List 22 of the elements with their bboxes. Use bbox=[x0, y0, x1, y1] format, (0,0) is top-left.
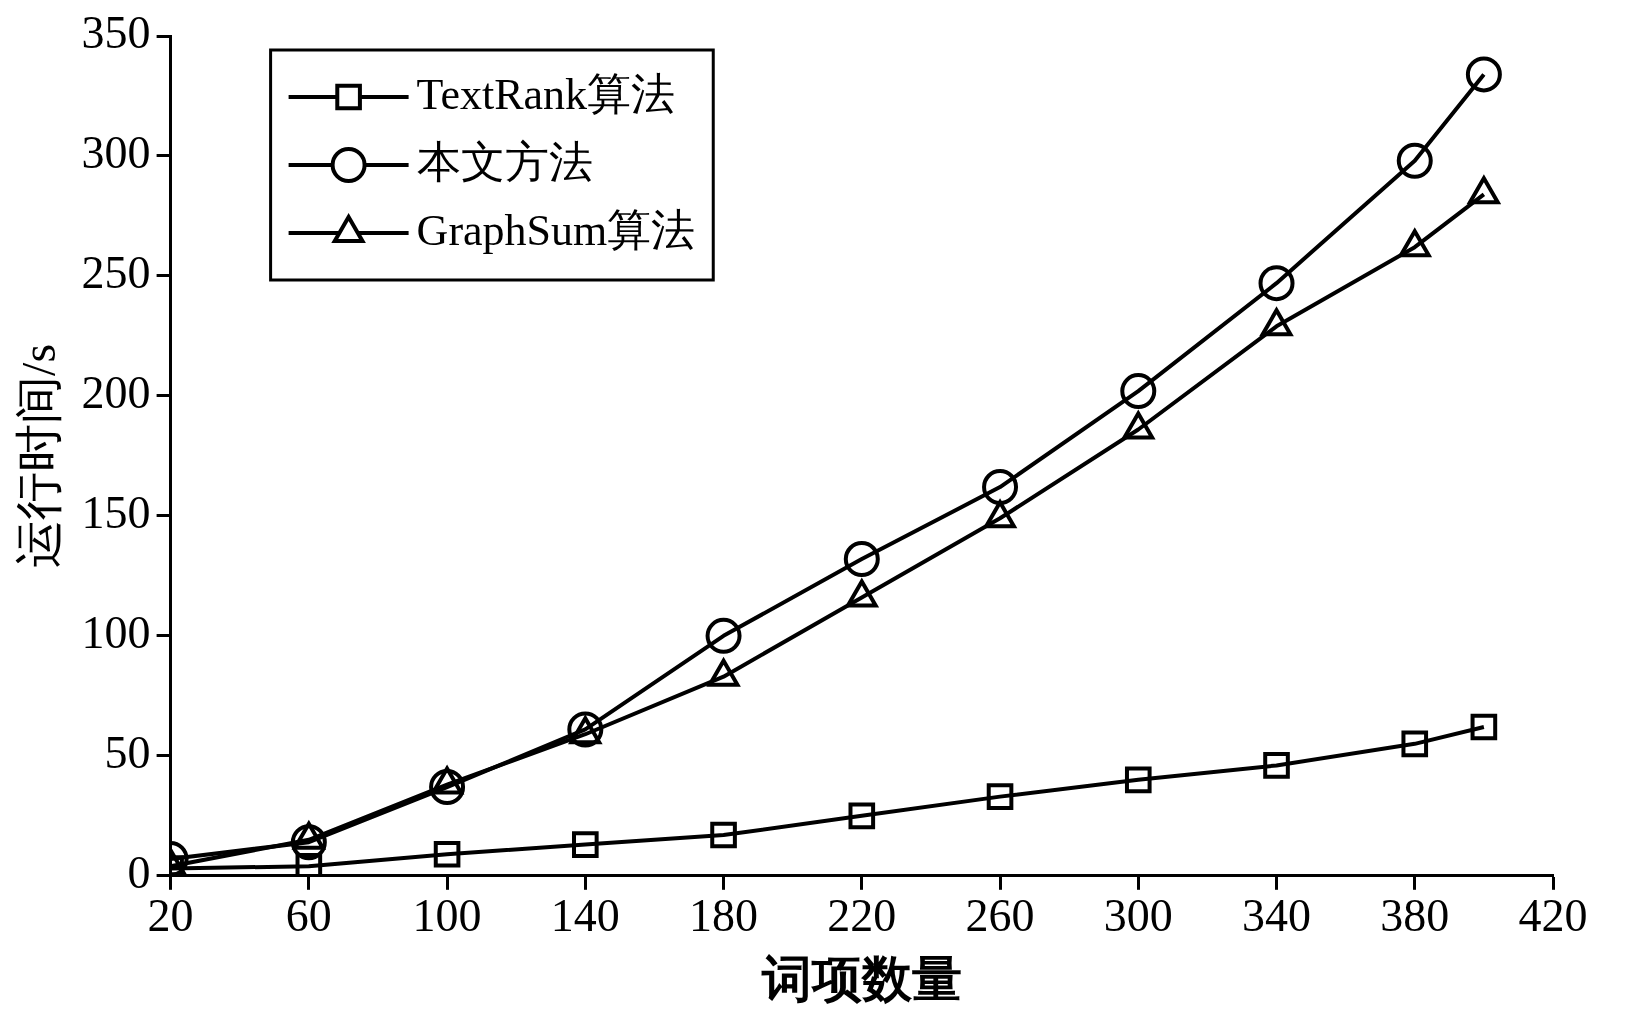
x-tick-label: 220 bbox=[827, 890, 897, 942]
legend-label: GraphSum算法 bbox=[416, 205, 696, 255]
y-tick-label: 200 bbox=[81, 366, 151, 418]
y-tick-label: 350 bbox=[81, 7, 151, 59]
x-tick-label: 300 bbox=[1103, 890, 1173, 942]
x-tick-label: 100 bbox=[412, 890, 482, 942]
x-tick-label: 140 bbox=[550, 890, 620, 942]
y-tick-label: 150 bbox=[81, 486, 151, 538]
y-axis-title: 运行时间/s bbox=[12, 343, 66, 568]
x-axis-title: 词项数量 bbox=[760, 950, 962, 1007]
x-tick-label: 60 bbox=[285, 890, 332, 942]
x-tick-label: 340 bbox=[1242, 890, 1312, 942]
x-tick-label: 380 bbox=[1380, 890, 1450, 942]
x-tick-label: 260 bbox=[965, 890, 1035, 942]
x-tick-label: 420 bbox=[1518, 890, 1588, 942]
y-tick-label: 250 bbox=[81, 247, 151, 299]
y-tick-label: 50 bbox=[104, 726, 151, 778]
y-tick-label: 300 bbox=[81, 127, 151, 179]
legend-label: TextRank算法 bbox=[416, 69, 676, 119]
legend-label: 本文方法 bbox=[416, 137, 593, 187]
y-tick-label: 100 bbox=[81, 606, 151, 658]
x-tick-label: 180 bbox=[689, 890, 759, 942]
